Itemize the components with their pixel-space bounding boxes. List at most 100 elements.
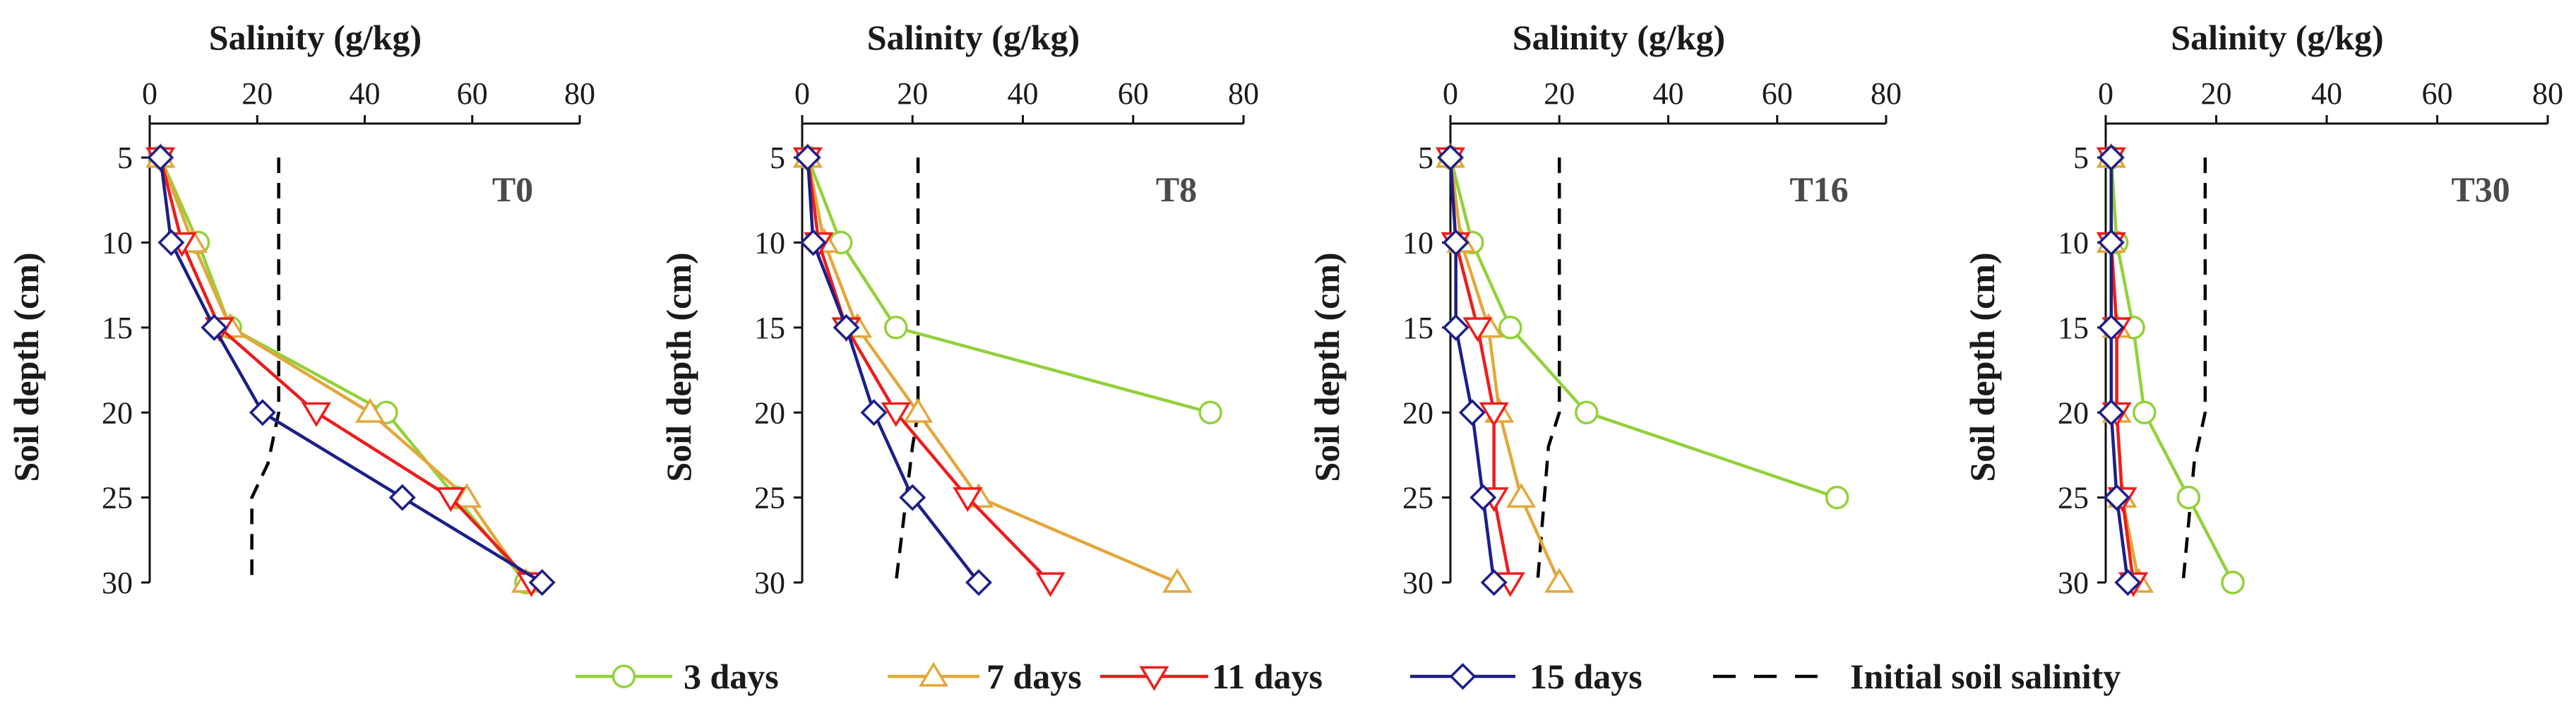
data-point — [528, 569, 556, 596]
x-axis-title: Salinity (g/kg) — [209, 18, 422, 57]
y-tick-label: 15 — [1402, 311, 1433, 345]
data-point — [2097, 399, 2125, 426]
y-axis-title: Soil depth (cm) — [659, 253, 698, 482]
initial-salinity-line — [250, 157, 280, 582]
y-tick-label: 10 — [754, 226, 785, 261]
y-tick-label: 20 — [2058, 395, 2089, 430]
data-point — [1575, 400, 1599, 425]
panel-label: T30 — [2451, 169, 2510, 209]
y-tick-label: 30 — [102, 566, 133, 600]
y-tick-label: 5 — [770, 141, 785, 175]
legend-item-15-days: 15 days — [1410, 657, 1642, 696]
x-tick-label: 0 — [794, 76, 810, 111]
data-point — [833, 313, 860, 341]
x-tick-label: 20 — [1544, 76, 1575, 111]
x-tick-label: 60 — [2422, 76, 2453, 111]
x-tick-label: 0 — [2098, 76, 2113, 111]
data-point — [388, 484, 416, 511]
series-line — [1448, 157, 1561, 583]
legend-label: 11 days — [1212, 657, 1323, 696]
series-line — [2109, 157, 2130, 583]
legend-item-3-days: 3 days — [576, 657, 779, 696]
y-tick-label: 15 — [2058, 311, 2089, 345]
x-tick-label: 20 — [242, 76, 273, 111]
y-tick-label: 30 — [754, 566, 785, 600]
x-tick-label: 0 — [142, 76, 157, 111]
initial-salinity-line — [2181, 157, 2207, 583]
y-tick-label: 30 — [2058, 566, 2089, 600]
data-point — [1442, 313, 1469, 341]
data-point — [2176, 485, 2201, 510]
panel-t0: 0 20 40 60 80 5 10 15 20 25 30 Salinity (g/kg) Soil … — [6, 18, 595, 600]
series-15-days — [2097, 144, 2142, 596]
x-tick-label: 20 — [897, 76, 928, 111]
initial-salinity-line — [1536, 157, 1561, 583]
x-tick-label: 60 — [1118, 76, 1149, 111]
x-axis-title: Salinity (g/kg) — [1513, 18, 1725, 57]
legend-marker — [1139, 666, 1169, 691]
data-point — [953, 487, 983, 513]
data-point — [147, 144, 174, 172]
data-point — [799, 229, 827, 256]
x-tick-label: 40 — [2311, 76, 2342, 111]
data-point — [2097, 313, 2125, 341]
data-point — [452, 482, 482, 508]
data-point — [2103, 484, 2130, 511]
data-point — [794, 144, 821, 172]
data-point — [1462, 317, 1493, 342]
data-point — [1544, 568, 1575, 593]
data-point — [2133, 400, 2157, 425]
data-point — [2097, 229, 2125, 256]
series-line — [159, 157, 527, 584]
y-tick-label: 15 — [102, 311, 133, 345]
y-tick-label: 10 — [102, 226, 133, 261]
data-point — [1162, 568, 1193, 593]
data-point — [1469, 484, 1497, 511]
data-point — [301, 402, 332, 427]
y-tick-label: 20 — [1402, 395, 1433, 430]
panel-label: T0 — [492, 169, 533, 209]
data-point — [965, 569, 992, 596]
panel-label: T8 — [1156, 169, 1197, 209]
data-point — [860, 399, 888, 426]
data-point — [1479, 402, 1509, 427]
x-tick-label: 40 — [350, 76, 381, 111]
series-7-days — [1435, 143, 1575, 593]
data-point — [1442, 229, 1469, 256]
y-tick-label: 5 — [2073, 141, 2089, 175]
y-axis-title: Soil depth (cm) — [1307, 253, 1347, 482]
x-tick-label: 40 — [1653, 76, 1684, 111]
series-line — [159, 157, 527, 584]
data-point — [249, 399, 276, 426]
y-tick-label: 30 — [1402, 566, 1433, 600]
series-line — [2109, 157, 2234, 584]
legend-label: 15 days — [1530, 657, 1642, 696]
series-line — [806, 157, 980, 584]
legend-item-initial-soil-salinity: Initial soil salinity — [1713, 657, 2121, 696]
data-point — [884, 316, 908, 340]
series-line — [1448, 157, 1496, 583]
series-line — [806, 157, 1211, 414]
x-tick-label: 20 — [2201, 76, 2232, 111]
x-tick-label: 80 — [2532, 76, 2563, 111]
panel-label: T16 — [1789, 169, 1848, 209]
data-point — [1437, 144, 1464, 172]
x-axis-title: Salinity (g/kg) — [2171, 18, 2383, 57]
data-point — [2097, 144, 2125, 172]
y-tick-label: 25 — [102, 481, 133, 515]
x-tick-label: 80 — [1228, 76, 1259, 111]
data-point — [201, 313, 228, 341]
x-tick-label: 60 — [1762, 76, 1793, 111]
series-line — [159, 157, 533, 584]
x-tick-label: 80 — [564, 76, 595, 111]
legend-label: 3 days — [684, 657, 779, 696]
data-point — [902, 398, 934, 423]
y-tick-label: 5 — [1418, 141, 1433, 175]
series-11-days — [145, 147, 547, 597]
x-tick-label: 0 — [1443, 76, 1458, 111]
legend-label: Initial soil salinity — [1850, 657, 2121, 696]
series-11-days — [792, 147, 1066, 597]
legend-marker — [612, 664, 636, 688]
data-point — [1198, 400, 1222, 425]
data-point — [157, 229, 185, 256]
